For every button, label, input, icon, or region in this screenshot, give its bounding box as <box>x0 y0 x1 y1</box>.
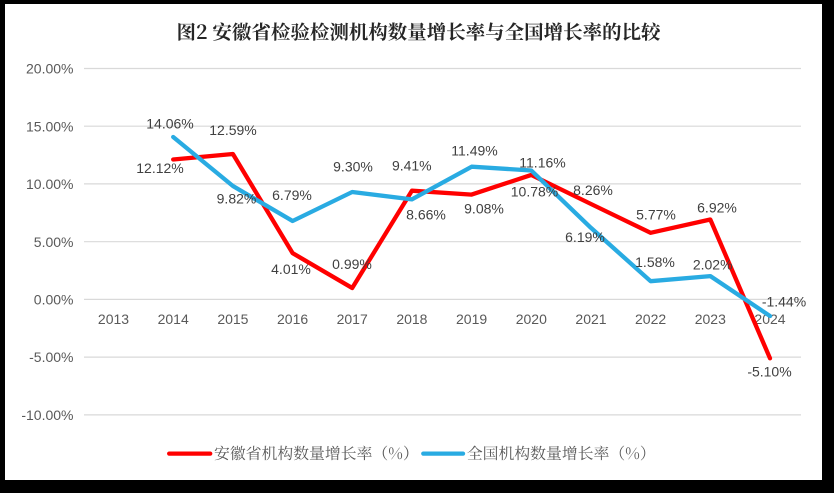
svg-text:15.00%: 15.00% <box>26 118 73 134</box>
svg-text:2020: 2020 <box>516 311 547 327</box>
svg-text:6.19%: 6.19% <box>565 229 605 245</box>
svg-text:2015: 2015 <box>217 311 248 327</box>
svg-text:8.66%: 8.66% <box>406 207 446 223</box>
svg-text:2016: 2016 <box>277 311 308 327</box>
svg-text:2014: 2014 <box>158 311 189 327</box>
svg-text:20.00%: 20.00% <box>26 61 73 77</box>
svg-text:11.16%: 11.16% <box>519 154 565 170</box>
svg-text:0.00%: 0.00% <box>34 292 74 308</box>
svg-text:4.01%: 4.01% <box>271 261 311 277</box>
svg-text:10.78%: 10.78% <box>511 183 558 199</box>
svg-text:-1.44%: -1.44% <box>762 294 806 310</box>
svg-text:2023: 2023 <box>695 311 726 327</box>
svg-text:-5.10%: -5.10% <box>747 364 791 380</box>
svg-text:8.26%: 8.26% <box>573 182 613 198</box>
svg-text:1.58%: 1.58% <box>635 254 675 270</box>
svg-text:9.08%: 9.08% <box>464 201 504 217</box>
svg-text:2024: 2024 <box>754 311 785 327</box>
svg-text:10.00%: 10.00% <box>26 176 73 192</box>
svg-text:0.99%: 0.99% <box>332 256 372 272</box>
svg-text:12.12%: 12.12% <box>136 160 183 176</box>
svg-text:9.41%: 9.41% <box>392 157 432 173</box>
svg-text:-10.00%: -10.00% <box>21 407 73 423</box>
svg-text:2022: 2022 <box>635 311 666 327</box>
svg-text:2.02%: 2.02% <box>693 257 733 273</box>
svg-text:2018: 2018 <box>396 311 427 327</box>
svg-text:2019: 2019 <box>456 311 487 327</box>
svg-text:-5.00%: -5.00% <box>29 349 73 365</box>
svg-text:6.92%: 6.92% <box>697 200 737 216</box>
svg-text:2013: 2013 <box>98 311 129 327</box>
svg-text:14.06%: 14.06% <box>146 116 193 132</box>
svg-text:5.00%: 5.00% <box>34 234 74 250</box>
svg-text:12.59%: 12.59% <box>209 122 256 138</box>
svg-text:6.79%: 6.79% <box>272 187 312 203</box>
svg-text:9.30%: 9.30% <box>333 159 373 175</box>
svg-text:2017: 2017 <box>337 311 368 327</box>
svg-text:5.77%: 5.77% <box>636 207 676 223</box>
svg-text:11.49%: 11.49% <box>451 143 497 159</box>
svg-text:9.82%: 9.82% <box>217 191 257 207</box>
svg-text:2021: 2021 <box>575 311 606 327</box>
